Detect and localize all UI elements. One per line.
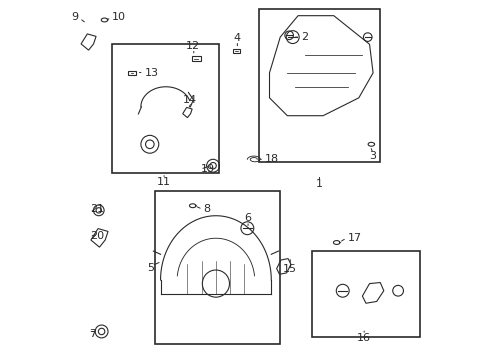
Text: 21: 21 [90, 204, 104, 214]
Text: 5: 5 [147, 262, 154, 273]
Text: 16: 16 [356, 333, 370, 343]
Text: 6: 6 [244, 213, 251, 223]
Text: 3: 3 [369, 151, 376, 161]
Text: 8: 8 [203, 204, 210, 214]
Text: 19: 19 [201, 164, 215, 174]
Text: 17: 17 [346, 233, 361, 243]
Bar [312, 251, 419, 337]
Text: 12: 12 [185, 41, 200, 51]
Text: 15: 15 [283, 264, 297, 274]
Text: 14: 14 [183, 95, 197, 105]
Text: 4: 4 [233, 33, 240, 43]
Text: 9: 9 [71, 13, 78, 22]
Bar [233, 49, 240, 53]
Bar [191, 56, 201, 61]
Bar [128, 71, 135, 75]
Bar [112, 44, 219, 173]
Bar [258, 9, 380, 162]
Text: 18: 18 [264, 154, 279, 164]
Text: 1: 1 [315, 179, 323, 189]
Text: 10: 10 [112, 13, 126, 22]
Text: 11: 11 [157, 177, 171, 187]
Text: 20: 20 [90, 231, 104, 242]
Bar [155, 191, 280, 344]
Text: 2: 2 [300, 32, 307, 42]
Text: 7: 7 [89, 329, 96, 339]
Text: 13: 13 [144, 68, 158, 78]
